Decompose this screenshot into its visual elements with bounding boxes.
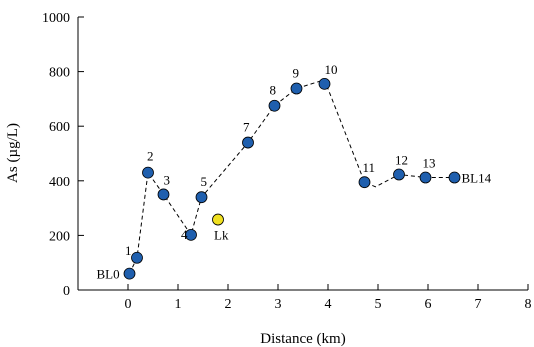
y-axis-label: As (µg/L) xyxy=(5,123,21,183)
dashed-trend-line xyxy=(129,79,455,274)
y-tick-label: 200 xyxy=(49,229,70,244)
data-point-9 xyxy=(290,82,303,95)
data-point-bl14 xyxy=(448,171,461,184)
x-tick-label: 1 xyxy=(175,297,182,312)
y-tick-label: 600 xyxy=(49,120,70,135)
data-point-bl0 xyxy=(123,267,136,280)
point-label-1: 1 xyxy=(125,243,132,258)
trend-line-group xyxy=(129,79,455,274)
point-label-bl14: BL14 xyxy=(462,171,492,186)
x-tick-label: 6 xyxy=(425,297,432,312)
point-label-8: 8 xyxy=(270,83,277,98)
point-label-3: 3 xyxy=(164,172,171,187)
x-tick-label: 2 xyxy=(225,297,232,312)
data-point-11 xyxy=(358,176,371,189)
point-label-13: 13 xyxy=(423,156,436,171)
data-point-12 xyxy=(393,168,405,181)
y-tick-label: 0 xyxy=(63,284,70,299)
x-tick-label: 7 xyxy=(475,297,482,312)
y-tick-label: 800 xyxy=(49,66,70,81)
data-point-13 xyxy=(419,171,432,184)
point-label-12: 12 xyxy=(395,153,408,168)
x-tick-label: 3 xyxy=(275,297,282,312)
data-point-lk xyxy=(212,213,224,226)
x-tick-label: 0 xyxy=(125,297,132,312)
data-point-7 xyxy=(242,136,254,149)
data-point-1 xyxy=(131,251,143,264)
data-point-5 xyxy=(195,191,208,204)
y-tick-label: 400 xyxy=(49,175,70,190)
axes xyxy=(77,17,528,291)
point-label-4: 4 xyxy=(181,227,188,242)
data-point-10 xyxy=(318,77,331,90)
point-label-9: 9 xyxy=(293,66,300,81)
point-label-11: 11 xyxy=(363,160,376,175)
y-tick-label: 1000 xyxy=(42,11,70,26)
data-points-group xyxy=(123,77,461,280)
data-point-3 xyxy=(157,188,170,201)
data-point-4 xyxy=(185,228,197,241)
x-axis-label: Distance (km) xyxy=(260,331,345,347)
data-point-2 xyxy=(142,166,154,179)
point-label-lk: Lk xyxy=(214,228,229,243)
point-label-bl0: BL0 xyxy=(97,267,120,282)
point-label-10: 10 xyxy=(325,62,338,77)
point-label-5: 5 xyxy=(201,174,208,189)
x-tick-label: 4 xyxy=(325,297,332,312)
point-label-7: 7 xyxy=(243,120,250,135)
data-point-8 xyxy=(268,99,281,112)
x-tick-label: 8 xyxy=(525,297,532,312)
x-tick-label: 5 xyxy=(375,297,382,312)
point-label-2: 2 xyxy=(147,149,154,164)
